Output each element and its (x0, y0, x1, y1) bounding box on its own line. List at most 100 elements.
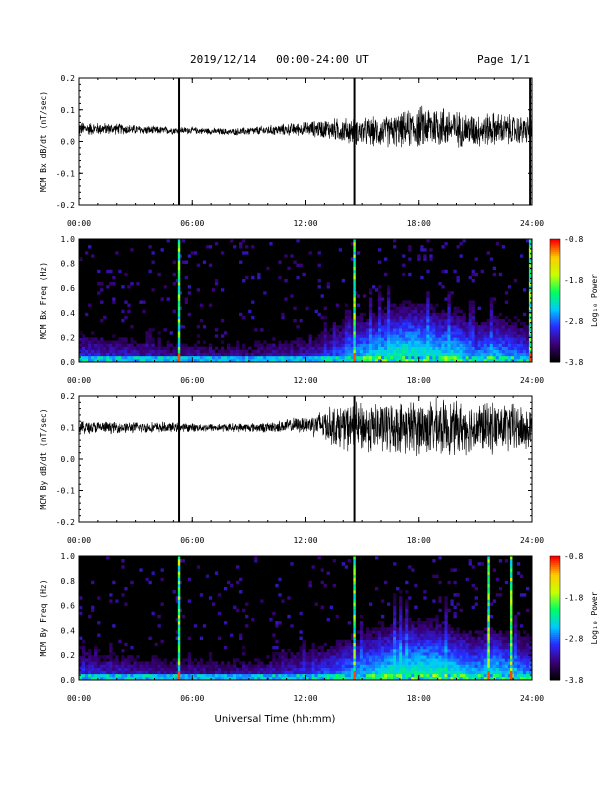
heatmap-cell (374, 655, 379, 659)
heatmap-cell (528, 636, 533, 640)
heatmap-cell (257, 676, 261, 681)
heatmap-cell (480, 630, 484, 634)
spike-column (177, 239, 181, 243)
heatmap-cell (411, 649, 415, 653)
heatmap-cell (456, 325, 460, 329)
heatmap-cell (377, 667, 382, 671)
heatmap-cell (211, 355, 216, 360)
heatmap-cell (393, 334, 397, 338)
heatmap-cell (387, 602, 391, 606)
colorbar-segment (550, 655, 560, 658)
heatmap-cell (338, 355, 343, 360)
heatmap-cell (384, 306, 388, 311)
heatmap-cell (444, 655, 448, 659)
heatmap-cell (184, 670, 189, 675)
heatmap-cell (88, 661, 92, 665)
heatmap-cell (462, 670, 466, 675)
heatmap-cell (510, 652, 515, 656)
heatmap-cell (408, 618, 412, 622)
heatmap-cell (420, 661, 424, 665)
heatmap-cell (160, 602, 164, 606)
colorbar-segment (550, 327, 560, 330)
spike-column (353, 661, 356, 665)
heatmap-cell (402, 309, 406, 314)
heatmap-cell (314, 337, 318, 341)
heatmap-cell (124, 352, 128, 357)
heatmap-cell (187, 349, 192, 354)
heatmap-cell (441, 633, 445, 637)
heatmap-cell (504, 652, 509, 656)
spike-column (177, 303, 181, 307)
heatmap-cell (350, 352, 355, 357)
spike-column (353, 328, 356, 332)
heatmap-cell (145, 349, 149, 354)
heatmap-cell (308, 676, 312, 681)
heatmap-cell (447, 331, 451, 335)
heatmap-cell (384, 315, 388, 320)
heatmap-cell (100, 282, 104, 286)
heatmap-cell (242, 645, 246, 650)
spike-column (177, 282, 181, 286)
heatmap-cell (429, 306, 433, 311)
heatmap-cell (384, 639, 388, 644)
heatmap-cell (109, 599, 113, 603)
heatmap-cell (408, 565, 412, 569)
heatmap-cell (438, 627, 442, 631)
heatmap-cell (498, 673, 503, 678)
heatmap-cell (450, 291, 454, 295)
heatmap-cell (405, 605, 409, 609)
heatmap-cell (405, 334, 409, 338)
page-number: Page 1/1 (477, 53, 530, 66)
heatmap-cell (187, 652, 192, 656)
colorbar-tick-label: -3.8 (564, 676, 583, 685)
heatmap-cell (254, 559, 258, 563)
heatmap-cell (154, 358, 158, 363)
heatmap-cell (396, 315, 400, 320)
spike-column (177, 627, 181, 631)
heatmap-cell (341, 645, 346, 650)
heatmap-cell (208, 667, 213, 671)
colorbar-segment (550, 644, 560, 648)
colorbar-segment (550, 359, 560, 363)
heatmap-cell (519, 667, 524, 671)
heatmap-cell (513, 322, 518, 326)
colorbar-segment (550, 593, 560, 596)
heatmap-cell (387, 334, 391, 338)
heatmap-cell (359, 325, 364, 329)
heatmap-cell (501, 349, 506, 354)
heatmap-cell (187, 655, 192, 659)
spike-column (487, 599, 490, 603)
heatmap-cell (432, 355, 436, 360)
colorbar-segment (550, 605, 560, 609)
heatmap-cell (82, 673, 86, 678)
heatmap-cell (166, 670, 170, 675)
heatmap-cell (82, 661, 86, 665)
heatmap-cell (429, 358, 433, 363)
heatmap-cell (435, 346, 439, 351)
heatmap-cell (166, 297, 170, 301)
heatmap-cell (248, 309, 252, 314)
heatmap-cell (381, 649, 385, 653)
heatmap-cell (411, 655, 415, 659)
heatmap-cell (492, 334, 497, 338)
heatmap-cell (423, 670, 427, 675)
heatmap-cell (175, 630, 179, 634)
colorbar-tick-label: -1.8 (564, 593, 583, 602)
heatmap-cell (377, 306, 382, 311)
colorbar-tick-label: -0.8 (564, 552, 583, 561)
heatmap-cell (525, 645, 530, 650)
heatmap-cell (444, 269, 448, 274)
heatmap-cell (495, 658, 500, 662)
heatmap-cell (136, 667, 140, 671)
heatmap-cell (214, 664, 219, 668)
heatmap-cell (181, 343, 185, 347)
heatmap-cell (453, 343, 457, 347)
heatmap-cell (492, 664, 497, 668)
heatmap-cell (193, 251, 198, 255)
heatmap-cell (387, 300, 391, 304)
heatmap-cell (417, 621, 421, 625)
heatmap-cell (145, 334, 149, 338)
heatmap-cell (393, 614, 397, 619)
heatmap-cell (453, 306, 457, 311)
heatmap-cell (420, 349, 424, 354)
